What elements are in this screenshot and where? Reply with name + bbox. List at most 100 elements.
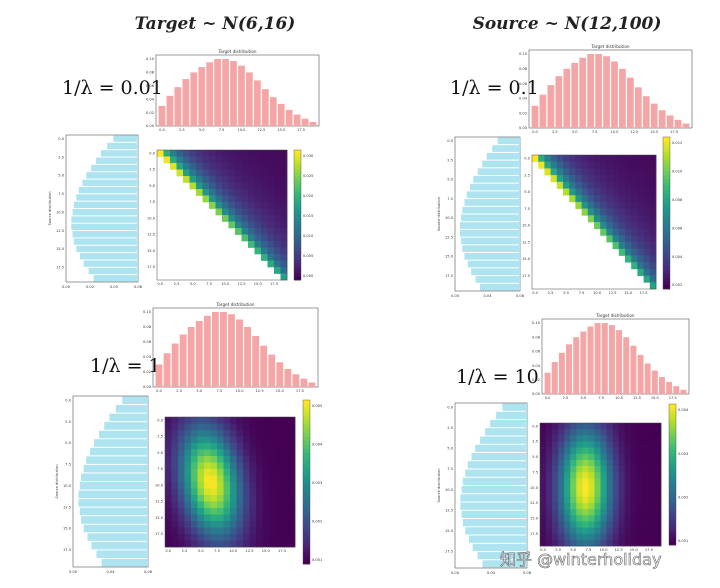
target-xtick: 0.0 xyxy=(159,128,165,132)
heatmap-cell xyxy=(282,514,289,522)
heatmap-cell xyxy=(236,430,244,437)
heatmap-cell xyxy=(594,441,601,448)
heatmap-cell xyxy=(546,429,553,436)
colorbar-segment xyxy=(669,470,676,475)
heatmap-cell xyxy=(606,509,613,516)
heatmap-cell xyxy=(254,247,262,255)
heatmap-cell xyxy=(546,539,553,547)
target-hist-frame xyxy=(155,54,320,127)
heatmap-cell xyxy=(178,436,185,444)
target-bar xyxy=(220,312,227,387)
target-bar xyxy=(292,374,300,387)
heatmap-cell xyxy=(254,169,262,177)
heatmap-cell xyxy=(576,478,583,485)
heatmap-cell xyxy=(210,534,218,541)
heatmap-cell xyxy=(204,443,211,450)
target-bar xyxy=(285,109,293,126)
heatmap-cell xyxy=(243,534,250,541)
heatmap-cell xyxy=(625,255,632,263)
heatmap-cell xyxy=(262,527,270,535)
heatmap-cell xyxy=(230,417,237,424)
heatmap-cell xyxy=(612,435,619,442)
heatmap-cell xyxy=(637,248,644,256)
heatmap-cell xyxy=(546,490,553,498)
source-bar xyxy=(471,453,527,461)
heatmap-cell xyxy=(165,534,172,541)
heatmap-cell xyxy=(204,475,211,483)
heatmap-cell xyxy=(654,484,662,491)
heatmap-cell xyxy=(243,423,250,431)
heatmap-cell xyxy=(165,449,172,457)
heatmap-cell xyxy=(236,501,244,509)
heatmap-cell xyxy=(288,436,296,444)
heatmap-cell xyxy=(654,515,662,522)
heatmap-cell xyxy=(275,430,283,437)
heatmap-cell xyxy=(236,495,244,502)
target-ytick: 0.10 xyxy=(532,321,541,325)
heatmap-cell xyxy=(163,156,171,164)
heatmap-cell xyxy=(171,488,179,496)
target-bar xyxy=(555,76,563,128)
colorbar-segment xyxy=(663,270,670,275)
heatmap-ytick: 5.0 xyxy=(532,455,538,459)
heatmap-cell xyxy=(642,441,650,448)
heatmap-cell xyxy=(630,472,638,479)
heatmap-cell xyxy=(215,156,223,164)
target-hist-title: Target distribution xyxy=(215,302,254,307)
heatmap-cell xyxy=(618,188,626,196)
source-bar xyxy=(73,238,138,245)
target-bar xyxy=(228,314,235,387)
heatmap-cell xyxy=(275,488,283,496)
heatmap-cell xyxy=(612,539,619,547)
heatmap-cell xyxy=(274,267,281,274)
heatmap-cell xyxy=(280,208,288,216)
heatmap-cell xyxy=(228,202,236,209)
heatmap-cell xyxy=(556,161,564,169)
source-bar xyxy=(465,527,527,535)
colorbar-segment xyxy=(669,474,676,479)
heatmap-cell xyxy=(157,150,164,157)
heatmap-cell xyxy=(587,181,595,189)
heatmap-cell xyxy=(269,449,276,457)
source-bar xyxy=(475,276,520,283)
heatmap-cell xyxy=(288,527,296,535)
colorbar-segment xyxy=(303,465,310,471)
heatmap-cell xyxy=(243,449,250,457)
heatmap-cell xyxy=(191,540,198,548)
heatmap-cell xyxy=(280,234,288,242)
heatmap-cell xyxy=(570,423,577,430)
heatmap-cell xyxy=(288,521,296,528)
heatmap-cell xyxy=(197,488,205,496)
target-bar xyxy=(579,57,587,129)
heatmap-ytick: 0.0 xyxy=(157,418,163,422)
heatmap-cell xyxy=(618,447,626,455)
heatmap-cell xyxy=(581,175,589,183)
heatmap-cell xyxy=(204,495,211,502)
lambda-label-0: 1/λ = 0.01 xyxy=(62,77,163,99)
heatmap-cell xyxy=(569,155,576,163)
colorbar-segment xyxy=(303,432,310,438)
heatmap-cell xyxy=(178,475,185,483)
heatmap-cell xyxy=(544,155,551,163)
heatmap-cell xyxy=(575,168,582,176)
heatmap-cell xyxy=(631,248,638,256)
heatmap-cell xyxy=(191,501,198,509)
source-xtick: 0.08 xyxy=(144,570,153,574)
target-xtick: 10.0 xyxy=(615,396,624,400)
heatmap-cell xyxy=(215,150,223,157)
heatmap-cell xyxy=(254,176,262,183)
target-hist-title: Target distribution xyxy=(217,49,256,54)
heatmap-cell xyxy=(288,495,296,502)
heatmap-cell xyxy=(230,443,237,450)
heatmap-cell xyxy=(552,447,559,455)
target-hist-frame xyxy=(541,318,690,395)
heatmap-cell xyxy=(165,456,172,463)
lambda-label-1: 1/λ = 0.1 xyxy=(450,77,539,99)
heatmap-cell xyxy=(564,435,571,442)
heatmap-cell xyxy=(223,495,231,502)
heatmap-cell xyxy=(254,241,262,248)
source-bar xyxy=(462,206,520,214)
source-bar xyxy=(71,216,138,223)
heatmap-cell xyxy=(254,215,262,222)
